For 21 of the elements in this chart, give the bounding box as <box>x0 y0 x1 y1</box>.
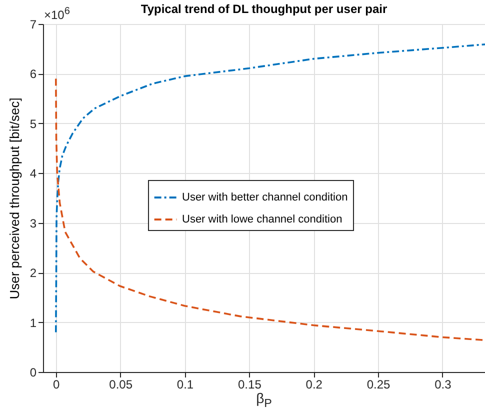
text: ×10$^{6}$ <box>44 6 70 22</box>
chart-title: Typical trend of DL thoughput per user pair <box>140 2 388 16</box>
y-tick-label: 5 <box>30 116 37 131</box>
x-axis-title: β$_{P}$ <box>255 390 273 410</box>
y-tick-label: 1 <box>30 316 37 330</box>
y-tick-label: 3 <box>30 216 37 230</box>
x-tick-label: 0.05 <box>109 378 133 392</box>
y-tick-label: 6 <box>30 67 37 82</box>
legend-label: User with lowe channel condition <box>182 214 342 226</box>
y-tick-label: 0 <box>30 366 37 380</box>
x-tick-label: 0.25 <box>366 378 391 392</box>
y-tick-label: 7 <box>30 18 37 32</box>
x-tick-label: 0.15 <box>238 378 262 392</box>
legend-label: User with better channel condition <box>182 192 348 204</box>
y-axis-title: User perceived throughput [bit/sec] <box>6 98 22 300</box>
x-tick-label: 0 <box>53 378 60 392</box>
y-tick-label: 4 <box>30 166 37 181</box>
x-tick-label: 0.3 <box>434 378 452 392</box>
y-tick-label: 2 <box>30 266 37 280</box>
x-tick-label: 0.1 <box>176 378 194 392</box>
x-tick-label: 0.2 <box>306 378 323 392</box>
